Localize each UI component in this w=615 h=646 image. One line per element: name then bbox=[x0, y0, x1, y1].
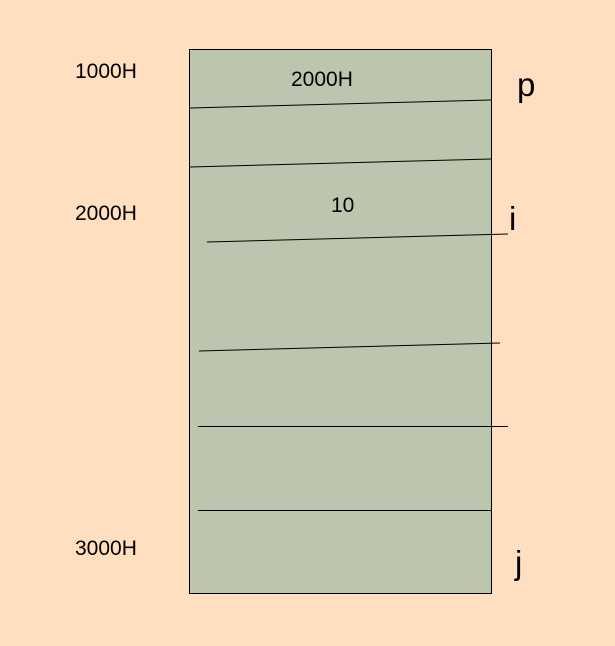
address-label-3000h: 3000H bbox=[75, 537, 137, 560]
cell-divider bbox=[189, 99, 492, 109]
cell-divider bbox=[206, 233, 509, 243]
cell-divider bbox=[189, 158, 492, 168]
cell-value-i: 10 bbox=[331, 194, 354, 217]
memory-block bbox=[189, 49, 492, 594]
variable-label-j: j bbox=[514, 544, 522, 581]
address-label-2000h: 2000H bbox=[75, 202, 137, 225]
cell-divider bbox=[198, 342, 501, 352]
cell-value-p: 2000H bbox=[291, 68, 353, 91]
variable-label-p: p bbox=[517, 66, 535, 103]
variable-label-i: i bbox=[509, 200, 516, 237]
address-label-1000h: 1000H bbox=[75, 60, 137, 83]
